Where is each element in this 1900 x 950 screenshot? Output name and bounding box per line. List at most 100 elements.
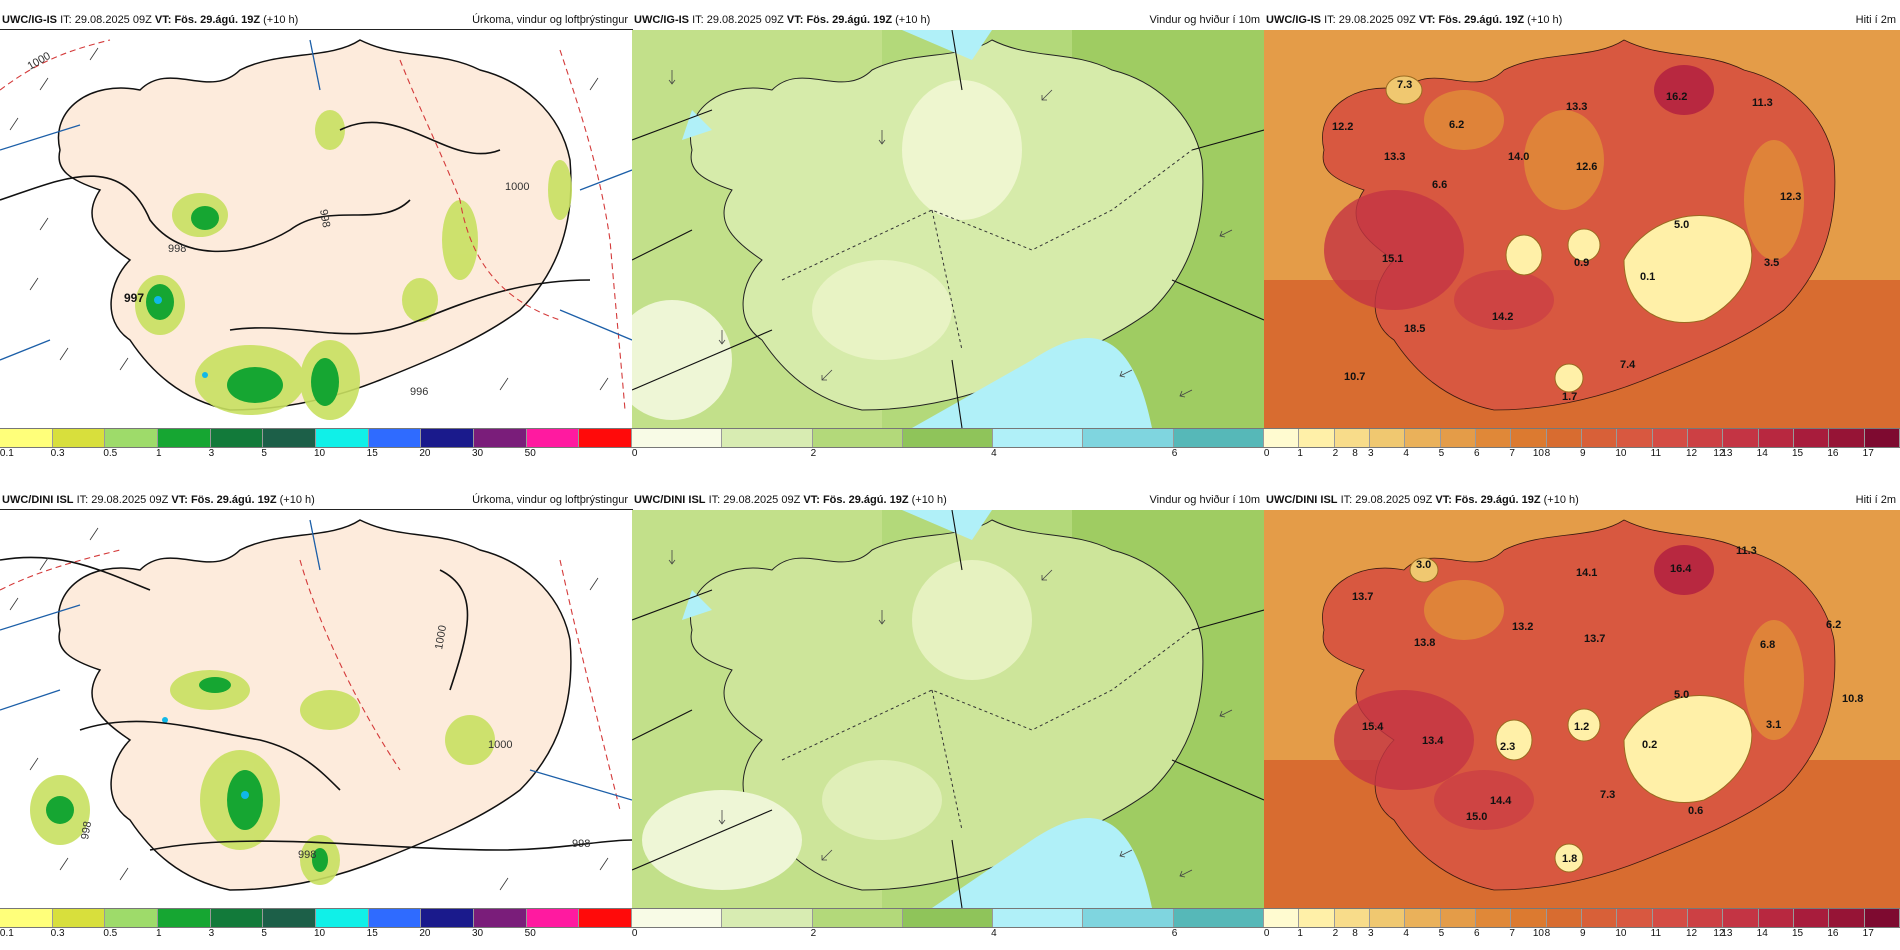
temp-value-label: 5.0 bbox=[1674, 689, 1689, 701]
panel-header: UWC/IG-IS IT: 29.08.2025 09Z VT: Fös. 29… bbox=[0, 10, 632, 30]
precip-panel-bottom: UWC/DINI ISL IT: 29.08.2025 09Z VT: Fös.… bbox=[0, 490, 633, 942]
it-label: IT: bbox=[708, 494, 721, 506]
temp-value-label: 0.9 bbox=[1574, 257, 1589, 269]
colorbar-label: 8 bbox=[1352, 928, 1358, 939]
colorbar-label: 7 bbox=[1509, 928, 1515, 939]
temp-value-label: 0.2 bbox=[1642, 739, 1657, 751]
colorbar-label: 0 bbox=[631, 448, 638, 459]
temp-value-label: 16.4 bbox=[1670, 563, 1692, 575]
colorbar-label: 6 bbox=[1474, 448, 1480, 459]
colorbar-swatch bbox=[1793, 429, 1830, 447]
colorbar-swatch bbox=[1687, 429, 1724, 447]
colorbar-label: 9 bbox=[1580, 448, 1586, 459]
colorbar-swatch bbox=[1264, 909, 1300, 927]
colorbar-swatch bbox=[158, 909, 211, 927]
vt-label: VT: bbox=[1435, 494, 1452, 506]
temp-value-label: 13.7 bbox=[1352, 591, 1373, 603]
panel-header: UWC/IG-IS IT: 29.08.2025 09Z VT: Fös. 29… bbox=[632, 10, 1264, 30]
colorbar-swatch bbox=[368, 909, 422, 927]
colorbar-label: 3 bbox=[1368, 928, 1374, 939]
colorbar-label: 5 bbox=[1438, 928, 1445, 939]
panel-title: Hiti í 2m bbox=[1855, 14, 1896, 26]
colorbar-swatch bbox=[1173, 909, 1264, 927]
it-value: 29.08.2025 09Z bbox=[1355, 494, 1433, 506]
colorbar-swatch bbox=[632, 429, 723, 447]
colorbar-label: 0.5 bbox=[103, 448, 118, 459]
panel-title: Vindur og hviður í 10m bbox=[1149, 494, 1260, 506]
colorbar-swatch bbox=[993, 909, 1084, 927]
colorbar-label: 15 bbox=[1792, 928, 1804, 939]
colorbar-label: 14 bbox=[1756, 448, 1768, 459]
colorbar-label: 6 bbox=[1171, 448, 1178, 459]
isobar-label: 998 bbox=[572, 838, 590, 850]
colorbar-swatch bbox=[1083, 909, 1174, 927]
temp-value-label: 12.2 bbox=[1332, 121, 1353, 133]
vt-label: VT: bbox=[786, 14, 804, 26]
temp-value-label: 15.1 bbox=[1382, 253, 1403, 265]
temp-panel-top: UWC/IG-IS IT: 29.08.2025 09Z VT: Fös. 29… bbox=[1264, 10, 1900, 462]
colorbar-label: 3 bbox=[208, 928, 215, 939]
temp-value-label: 7.4 bbox=[1620, 359, 1636, 371]
colorbar-swatch bbox=[1334, 429, 1370, 447]
colorbar-label: 1 bbox=[1297, 928, 1303, 939]
colorbar-swatch bbox=[0, 429, 53, 447]
colorbar-swatch bbox=[105, 429, 159, 447]
colorbar-label: 17 bbox=[1862, 928, 1874, 939]
colorbar-swatch bbox=[526, 429, 580, 447]
panel-title: Úrkoma, vindur og loftþrýstingur bbox=[472, 494, 628, 506]
colorbar-swatch bbox=[1405, 429, 1441, 447]
precip-panel-top: UWC/IG-IS IT: 29.08.2025 09Z VT: Fös. 29… bbox=[0, 10, 633, 462]
colorbar-swatch bbox=[1829, 429, 1865, 447]
colorbar-label: 0.1 bbox=[0, 448, 14, 459]
temp-value-label: 3.5 bbox=[1764, 257, 1779, 269]
colorbar-label: 1 bbox=[156, 448, 162, 459]
colorbar-label: 16 bbox=[1827, 448, 1839, 459]
colorbar-swatch bbox=[1299, 429, 1335, 447]
wind-panel-bottom: UWC/DINI ISL IT: 29.08.2025 09Z VT: Fös.… bbox=[632, 490, 1725, 942]
colorbar-swatch bbox=[812, 909, 903, 927]
colorbar-swatch bbox=[1299, 909, 1335, 927]
colorbar-label: 14 bbox=[1756, 928, 1768, 939]
temp-value-label: 10.7 bbox=[1344, 371, 1365, 383]
temp-value-label: 16.2 bbox=[1666, 91, 1687, 103]
temp-value-label: 18.5 bbox=[1404, 323, 1425, 335]
temp-map: 7.3 12.2 6.2 13.3 16.2 11.3 13.3 6.6 14.… bbox=[1264, 30, 1900, 428]
temp-value-label: 7.3 bbox=[1397, 79, 1412, 91]
temp-value-label: 12.6 bbox=[1576, 161, 1597, 173]
temp-value-label: 5.0 bbox=[1674, 219, 1689, 231]
colorbar-label: 6 bbox=[1171, 928, 1178, 939]
precip-colorbar-labels: 0.1 0.3 0.5 1 3 5 10 15 20 30 50 bbox=[0, 448, 632, 460]
colorbar-label: 2 bbox=[810, 928, 817, 939]
temp-colorbar bbox=[1264, 908, 1900, 928]
colorbar-swatch bbox=[1440, 429, 1476, 447]
temp-value-label: 7.3 bbox=[1600, 789, 1615, 801]
colorbar-label: 3 bbox=[1368, 448, 1374, 459]
it-value: 29.08.2025 09Z bbox=[74, 14, 152, 26]
wind-colorbar-labels: 0 2 4 6 8 10 12 bbox=[631, 448, 1725, 460]
temp-value-label: 14.2 bbox=[1492, 311, 1513, 323]
colorbar-label: 30 bbox=[472, 448, 484, 459]
precip-colorbar-labels: 0.1 0.3 0.5 1 3 5 10 15 20 30 50 bbox=[0, 928, 632, 940]
temp-value-label: 6.8 bbox=[1760, 639, 1775, 651]
colorbar-label: 10 bbox=[314, 928, 326, 939]
colorbar-swatch bbox=[579, 909, 633, 927]
colorbar-swatch bbox=[316, 909, 369, 927]
temp-value-label: 1.8 bbox=[1562, 853, 1577, 865]
vt-label: VT: bbox=[154, 14, 172, 26]
low-pressure-label: 997 bbox=[124, 291, 144, 305]
it-label: IT: bbox=[76, 494, 89, 506]
temp-value-label: 14.1 bbox=[1576, 567, 1597, 579]
colorbar-swatch bbox=[526, 909, 580, 927]
temp-value-label: 3.1 bbox=[1766, 719, 1781, 731]
colorbar-label: 10 bbox=[1532, 448, 1544, 459]
model-name: UWC/DINI ISL bbox=[634, 494, 706, 506]
temp-value-label: 6.2 bbox=[1826, 619, 1841, 631]
colorbar-label: 10 bbox=[1615, 928, 1627, 939]
colorbar-swatch bbox=[1264, 429, 1300, 447]
colorbar-swatch bbox=[1758, 909, 1794, 927]
colorbar-label: 13 bbox=[1721, 448, 1733, 459]
precip-colorbar bbox=[0, 908, 633, 928]
colorbar-swatch bbox=[263, 909, 317, 927]
colorbar-label: 2 bbox=[1332, 448, 1339, 459]
colorbar-swatch bbox=[1369, 429, 1406, 447]
